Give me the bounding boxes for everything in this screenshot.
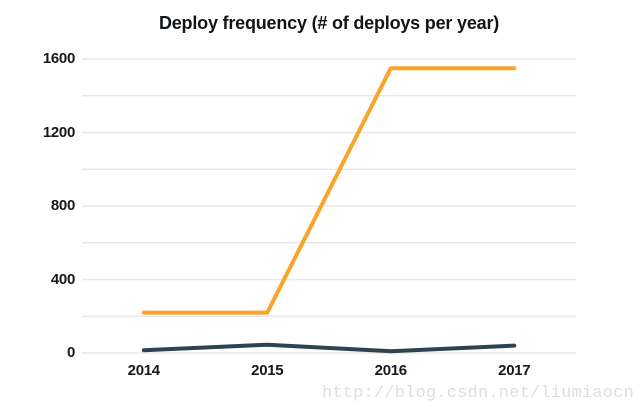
y-tick-label: 400 [50, 270, 75, 288]
x-tick-label: 2015 [251, 362, 284, 379]
x-tick-label: 2017 [498, 362, 531, 379]
chart-title: Deploy frequency (# of deploys per year) [158, 13, 500, 33]
series-orange-line [141, 66, 517, 315]
y-tick-label: 1200 [42, 123, 75, 141]
y-tick-label: 0 [66, 344, 75, 361]
x-tick-label: 2016 [374, 362, 407, 379]
series-dark-slate-line [141, 342, 517, 354]
y-tick-label: 1600 [42, 50, 75, 67]
y-tick-label: 800 [50, 197, 75, 214]
watermark: http://blog.csdn.net/liumiaocn [321, 384, 634, 403]
x-tick-label: 2014 [127, 362, 160, 379]
